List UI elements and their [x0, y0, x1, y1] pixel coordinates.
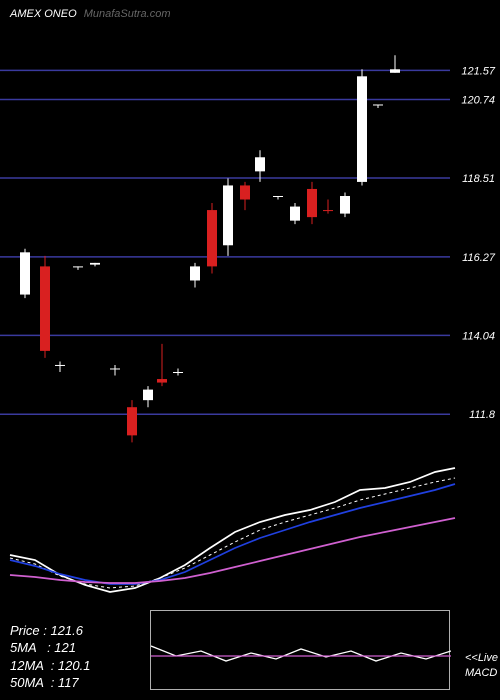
- candle-body: [143, 390, 153, 401]
- candle-body: [73, 266, 83, 267]
- info-row: 50MA : 117: [10, 674, 90, 692]
- watermark: MunafaSutra.com: [84, 8, 171, 20]
- candle-body: [223, 185, 233, 245]
- candle-body: [173, 372, 183, 373]
- live-macd-label: <<Live MACD: [465, 651, 498, 680]
- grid-label: 111.8: [469, 409, 496, 421]
- grid-label: 120.74: [461, 95, 495, 107]
- price-info-box: Price : 121.65MA : 12112MA : 120.150MA :…: [10, 622, 90, 692]
- candle-body: [273, 196, 283, 197]
- candle-body: [307, 189, 317, 217]
- ma-line-slow: [10, 518, 455, 583]
- candle-body: [357, 76, 367, 182]
- candle-body: [390, 69, 400, 73]
- candle-body: [127, 407, 137, 435]
- grid-label: 118.51: [462, 173, 495, 185]
- info-row: 12MA : 120.1: [10, 657, 90, 675]
- candle-body: [20, 252, 30, 294]
- moving-average-panel: [0, 460, 500, 610]
- candle-body: [40, 266, 50, 350]
- info-row: Price : 121.6: [10, 622, 90, 640]
- ticker-symbol: AMEX ONEO: [10, 8, 77, 20]
- grid-label: 114.04: [462, 330, 495, 342]
- candle-body: [255, 157, 265, 171]
- candle-body: [55, 365, 65, 366]
- candle-body: [340, 196, 350, 214]
- candle-body: [157, 379, 167, 383]
- chart-header: AMEX ONEO MunafaSutra.com: [10, 8, 171, 20]
- candle-body: [373, 104, 383, 105]
- candle-body: [207, 210, 217, 266]
- macd-panel: [150, 610, 450, 690]
- macd-line-macd: [151, 646, 451, 661]
- grid-label: 121.57: [461, 65, 496, 77]
- ma-lines: [0, 460, 500, 610]
- stock-chart: AMEX ONEO MunafaSutra.com 121.57 120.74 11…: [0, 0, 500, 700]
- ma-line-fast: [10, 468, 455, 592]
- candle-body: [110, 368, 120, 369]
- info-row: 5MA : 121: [10, 639, 90, 657]
- candle-body: [240, 185, 250, 199]
- candlestick-chart: 121.57 120.74 118.51 116.27 114.04 111.8: [0, 20, 500, 460]
- live-text: <<Live: [465, 652, 498, 664]
- macd-lines: [151, 611, 451, 691]
- candle-body: [90, 263, 100, 265]
- candle-body: [190, 266, 200, 280]
- price-panel: 121.57 120.74 118.51 116.27 114.04 111.8: [0, 20, 500, 460]
- grid-label: 116.27: [462, 252, 496, 264]
- macd-text: MACD: [465, 667, 497, 679]
- candle-body: [290, 207, 300, 221]
- candle-body: [323, 210, 333, 211]
